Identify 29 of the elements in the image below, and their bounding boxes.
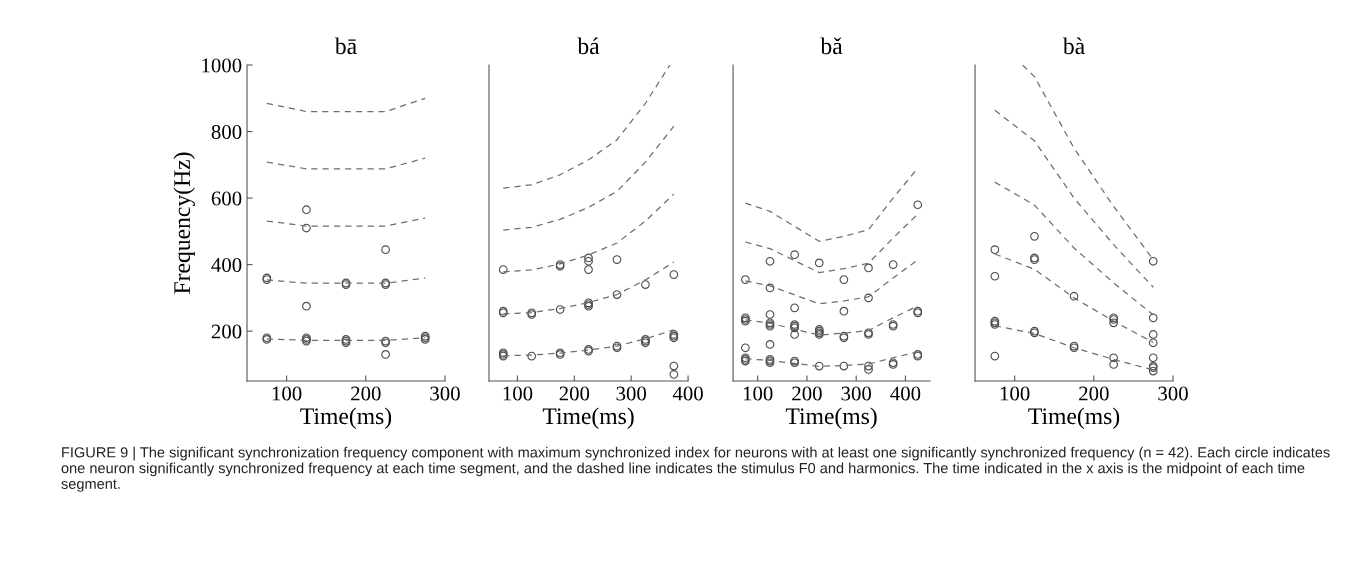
y-tick-label: 600 — [211, 191, 242, 206]
x-tick-label: 200 — [559, 386, 590, 401]
chart-title: bá — [577, 37, 600, 55]
chart-title: bà — [1062, 37, 1085, 55]
x-tick-label: 300 — [616, 386, 647, 401]
x-tick-label: 200 — [1079, 386, 1109, 401]
x-tick-label: 300 — [430, 386, 460, 401]
x-axis-title: Time(ms) — [300, 407, 392, 429]
x-axis-title: Time(ms) — [542, 407, 634, 429]
x-tick-label: 300 — [1158, 386, 1188, 401]
x-tick-label: 100 — [1000, 386, 1030, 401]
caption: FIGURE 9 | The significant synchronization frequency component with maximum synchronized index for neurons with at least one significantly synchronized frequency (n = 42). Each circle indicates one neuron significantly synchronized frequency at each time segment, and the dashed line indicates the stimulus F0 and harmonics. The time indicated in the x axis is the midpoint of each time segment. — [61, 446, 1330, 492]
chart-title: bā — [334, 37, 357, 55]
y-axis-title: Frequency(Hz) — [173, 152, 195, 294]
x-tick-label: 200 — [792, 386, 822, 401]
y-tick-label: 1000 — [202, 58, 242, 73]
x-tick-label: 300 — [841, 386, 872, 401]
chart-title: bǎ — [820, 37, 843, 55]
x-tick-label: 400 — [890, 386, 921, 401]
y-tick-label: 400 — [211, 257, 242, 273]
x-tick-label: 200 — [351, 386, 381, 401]
y-tick-label: 800 — [211, 124, 242, 139]
x-tick-label: 400 — [672, 386, 703, 401]
x-tick-label: 100 — [743, 386, 773, 401]
x-tick-label: 100 — [503, 386, 533, 401]
y-tick-label: 200 — [211, 324, 242, 339]
x-axis-title: Time(ms) — [785, 407, 877, 429]
x-tick-label: 100 — [272, 386, 302, 401]
x-axis-title: Time(ms) — [1028, 407, 1120, 429]
